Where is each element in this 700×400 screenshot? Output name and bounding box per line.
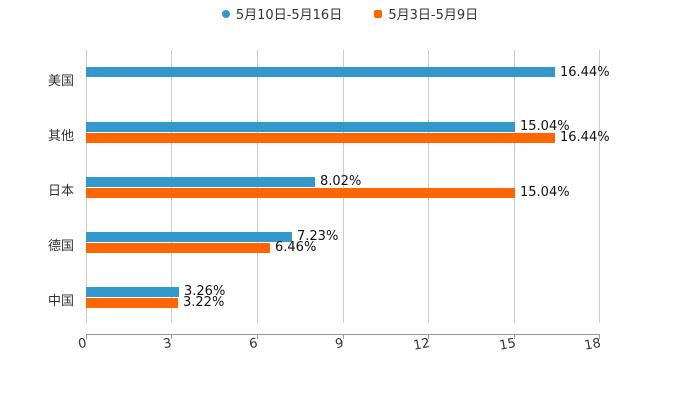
bar-value-label: 7.23% <box>297 229 339 244</box>
x-axis-tick <box>343 334 344 339</box>
x-axis-tick <box>428 334 429 339</box>
x-axis-tick <box>599 334 600 339</box>
bar-japan-may3-9[interactable] <box>86 188 515 198</box>
x-axis-tick <box>171 334 172 339</box>
bar-china-may3-9[interactable] <box>86 298 178 308</box>
bar-value-label: 15.04% <box>520 119 570 134</box>
bar-value-label: 15.04% <box>520 185 570 200</box>
bar-germany-may10-16[interactable] <box>86 232 292 242</box>
category-label-germany: 德国 <box>48 239 75 254</box>
bar-value-label: 6.46% <box>275 240 317 255</box>
legend-label: 5月3日-5月9日 <box>388 8 479 23</box>
x-axis-tick <box>257 334 258 339</box>
x-tick-label: 15 <box>498 336 518 354</box>
legend-item-week-may3-9[interactable]: 5月3日-5月9日 <box>374 4 478 23</box>
bar-value-label: 3.26% <box>184 284 226 299</box>
bar-value-label: 3.22% <box>183 295 225 310</box>
gridline <box>514 50 515 323</box>
legend-square-icon <box>374 9 383 18</box>
bar-value-label: 16.44% <box>560 130 610 145</box>
legend-label: 5月10日-5月16日 <box>235 8 343 23</box>
bar-germany-may3-9[interactable] <box>86 243 270 253</box>
bar-other-may3-9[interactable] <box>86 133 555 143</box>
bar-china-may10-16[interactable] <box>86 287 179 297</box>
bar-value-label: 8.02% <box>320 174 362 189</box>
category-label-usa: 美国 <box>48 74 75 89</box>
legend-item-week-may10-16[interactable]: 5月10日-5月16日 <box>221 4 343 23</box>
category-label-china: 中国 <box>48 294 75 309</box>
x-axis-tick <box>514 334 515 339</box>
bar-other-may10-16[interactable] <box>86 122 515 132</box>
bar-usa-may10-16[interactable] <box>86 67 555 77</box>
category-label-japan: 日本 <box>48 184 75 199</box>
x-tick-label: 12 <box>412 336 432 354</box>
legend-circle-icon <box>221 9 230 18</box>
gridline <box>599 50 600 323</box>
bar-value-label: 16.44% <box>560 65 610 80</box>
gridline <box>343 50 344 323</box>
chart-legend: 5月10日-5月16日 5月3日-5月9日 <box>0 4 700 23</box>
gridline <box>428 50 429 323</box>
bar-japan-may10-16[interactable] <box>86 177 315 187</box>
category-label-other: 其他 <box>48 129 75 144</box>
x-tick-label: 18 <box>583 336 603 354</box>
x-axis-tick <box>86 334 87 339</box>
